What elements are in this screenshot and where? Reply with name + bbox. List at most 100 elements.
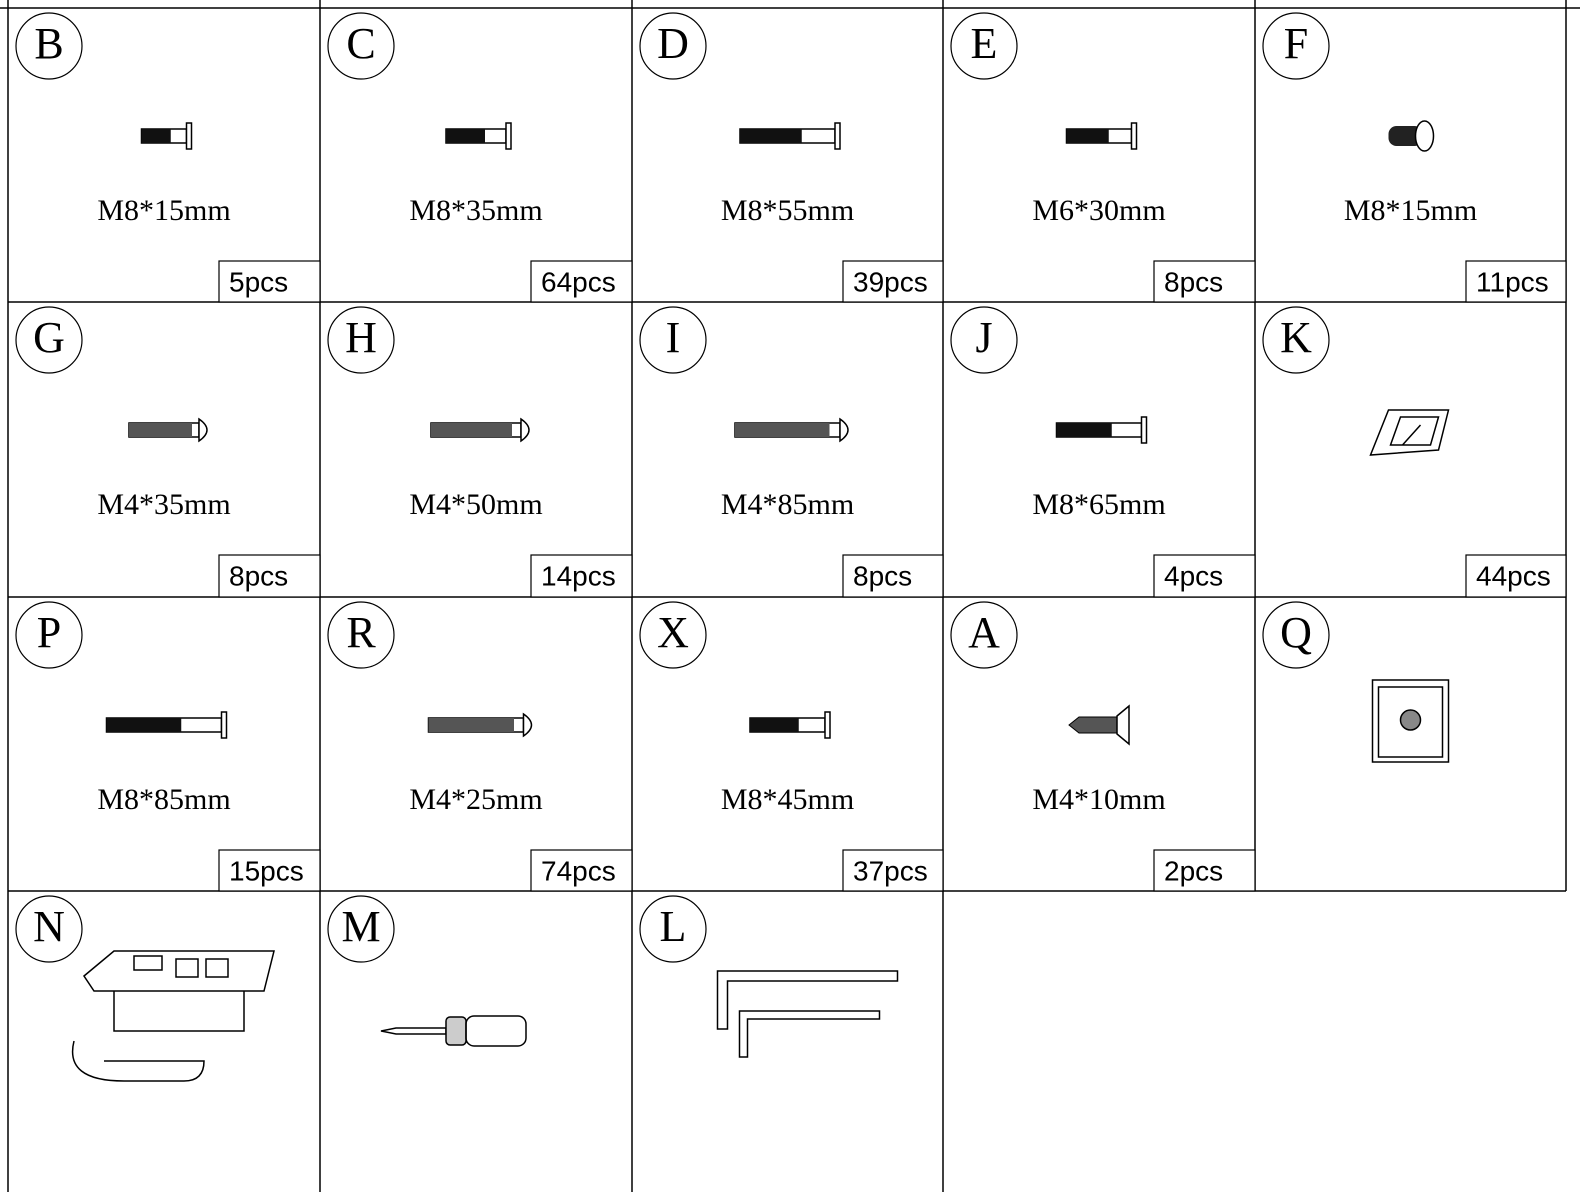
part-cell: K 44pcs [1262,306,1567,598]
part-size: M8*15mm [1344,194,1477,227]
letter-circle [1262,601,1330,669]
bolt-thread [740,129,802,143]
part-quantity: 37pcs [853,855,928,886]
part-letter: Q [1280,608,1312,657]
bolt-thread [431,423,512,437]
letter-circle [639,601,707,669]
hex-key [738,1010,881,1058]
part-size: M8*35mm [409,194,542,227]
quantity-box [530,260,633,303]
screwdriver [380,1027,447,1035]
part-quantity: 14pcs [541,560,616,591]
part-cell: I M4*85mm 8pcs [639,306,944,598]
quantity-box [842,260,944,303]
part-quantity: 64pcs [541,266,616,297]
bolt-head [505,122,512,150]
part-quantity: 39pcs [853,266,928,297]
part-size: M8*55mm [721,194,854,227]
part-letter: G [33,313,65,362]
letter-circle [327,601,395,669]
part-letter: C [346,19,375,68]
bolt-thread [1056,423,1112,437]
part-cell: L [639,895,899,1058]
part-cell: A M4*10mm 2pcs [950,601,1256,892]
sleeve-head [1414,120,1435,152]
bolt-head [1130,122,1138,150]
quantity-box [530,849,633,892]
part-letter: E [971,19,998,68]
part-letter: I [666,313,681,362]
part-quantity: 2pcs [1164,855,1223,886]
part-letter: P [37,608,61,657]
letter-circle [639,306,707,374]
letter-circle [639,12,707,80]
part-size: M6*30mm [1032,194,1165,227]
bolt-head [220,711,228,739]
part-size: M4*85mm [721,488,854,521]
bolt-head [198,417,208,443]
letter-circle [950,12,1018,80]
part-letter: N [33,902,65,951]
letter-circle [15,895,83,963]
part-cell: D M8*55mm 39pcs [639,12,944,303]
letter-circle [327,306,395,374]
quantity-box [218,849,321,892]
socket [175,958,199,978]
part-cell: X M8*45mm 37pcs [639,601,944,892]
letter-circle [15,12,83,80]
part-cell: E M6*30mm 8pcs [950,12,1256,303]
quantity-box [1153,260,1256,303]
bolt-head [1140,416,1148,444]
letter-circle [1262,306,1330,374]
part-letter: M [341,902,380,951]
part-cell: G M4*35mm 8pcs [15,306,321,598]
bolt-head [834,122,841,150]
screw-head [1116,704,1130,746]
bulb [1399,709,1422,731]
part-cell: P M8*85mm 15pcs [15,601,321,892]
part-quantity: 44pcs [1476,560,1551,591]
bolt-head [522,712,533,738]
letter-circle [639,895,707,963]
part-size: M8*15mm [97,194,230,227]
part-size: M4*25mm [409,783,542,816]
part-quantity: 11pcs [1476,266,1549,297]
usb [133,955,163,971]
part-letter: X [657,608,689,657]
quantity-box [842,849,944,892]
screwdriver-grip [445,1016,467,1046]
part-quantity: 15pcs [229,855,304,886]
part-size: M4*10mm [1032,783,1165,816]
switch-plate [1371,679,1450,763]
socket [205,958,229,978]
hex-key [716,970,899,1030]
bolt-thread [428,718,514,732]
bolt-thread [1066,129,1109,143]
power-strip [71,950,275,1082]
part-cell: Q [1262,601,1450,763]
part-quantity: 4pcs [1164,560,1223,591]
bolt-head [839,417,849,443]
letter-circle [327,895,395,963]
switch-plate [1377,686,1444,758]
part-letter: F [1284,19,1308,68]
bolt-thread [141,129,171,143]
quantity-box [1465,260,1567,303]
part-quantity: 74pcs [541,855,616,886]
part-letter: D [657,19,689,68]
part-size: M8*65mm [1032,488,1165,521]
letter-circle [327,12,395,80]
letter-circle [950,306,1018,374]
part-quantity: 8pcs [229,560,288,591]
part-letter: K [1280,313,1312,362]
letter-circle [15,306,83,374]
bolt-thread [446,129,485,143]
part-size: M8*85mm [97,783,230,816]
part-cell: H M4*50mm 14pcs [327,306,633,598]
letter-circle [950,601,1018,669]
part-cell: B M8*15mm 5pcs [15,12,321,303]
part-size: M8*45mm [721,783,854,816]
part-letter: B [34,19,63,68]
